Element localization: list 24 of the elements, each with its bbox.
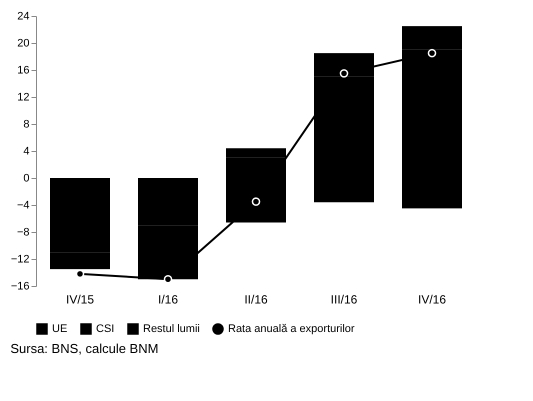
- y-tick-label: −8: [16, 226, 30, 238]
- y-tick-label: −16: [10, 280, 30, 292]
- y-tick-label: −4: [16, 200, 30, 212]
- legend-label: UE: [52, 323, 68, 335]
- point: [340, 69, 348, 78]
- y-tick-label: 4: [23, 146, 30, 158]
- legend-label: Rata anuală a exporturilor: [228, 323, 355, 335]
- y-tick-label: 8: [23, 118, 30, 130]
- x-tick-label: IV/16: [418, 292, 446, 306]
- y-tick-label: 12: [17, 92, 30, 104]
- point: [252, 197, 260, 206]
- text: Sursa: BNS, calcule BNM: [10, 341, 158, 356]
- x-tick-label: II/16: [244, 292, 268, 306]
- legend-label: Restul lumii: [143, 323, 200, 335]
- y-tick-label: 20: [17, 38, 30, 50]
- y-tick-label: 16: [17, 64, 30, 76]
- y-tick-label: 24: [17, 10, 30, 22]
- legend-label: CSI: [96, 323, 114, 335]
- y-tick-label: −12: [10, 254, 30, 266]
- x-tick-label: III/16: [330, 292, 358, 306]
- x-tick-label: I/16: [158, 292, 178, 306]
- x-tick-label: IV/15: [66, 292, 94, 306]
- point: [428, 48, 436, 58]
- y-tick-label: 0: [23, 172, 30, 184]
